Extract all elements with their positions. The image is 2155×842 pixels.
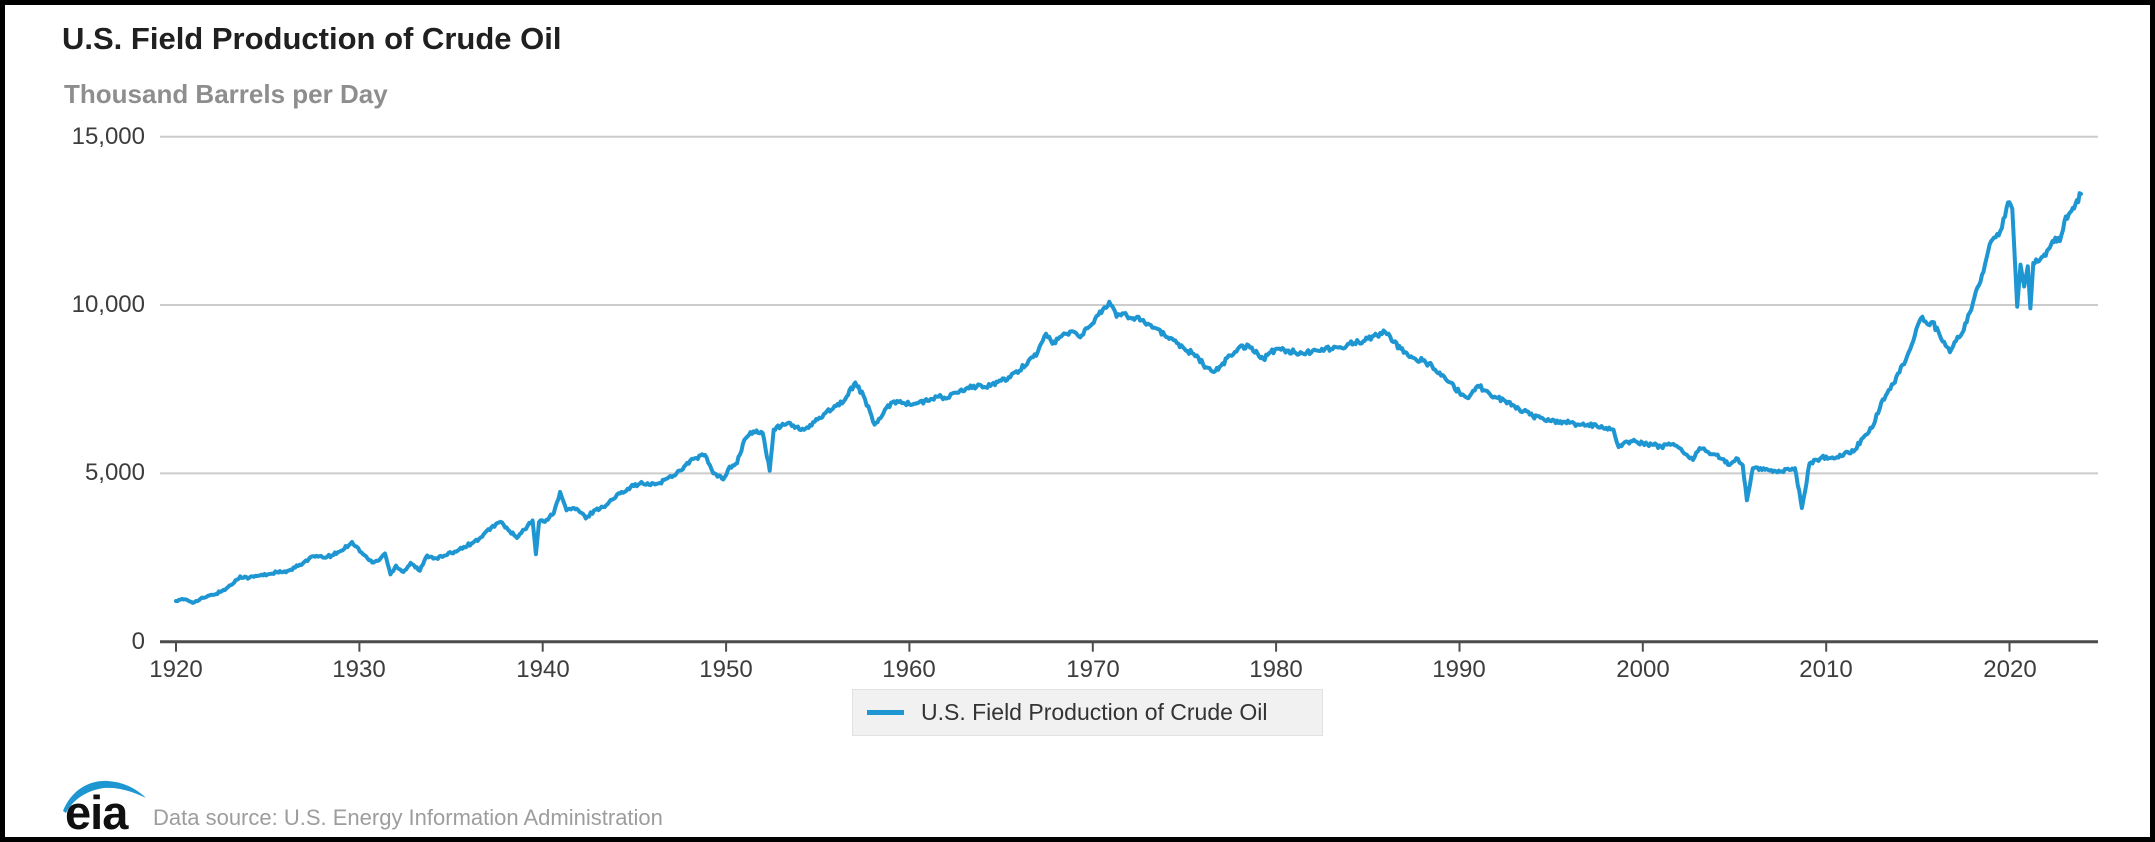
x-tick-label: 1960 xyxy=(882,656,936,683)
chart-title: U.S. Field Production of Crude Oil xyxy=(62,21,562,56)
series-line-crude-oil[interactable] xyxy=(174,191,2083,605)
chart-units-subtitle: Thousand Barrels per Day xyxy=(64,79,388,109)
x-tick-label: 1950 xyxy=(699,656,753,683)
x-tick-label: 1990 xyxy=(1432,656,1486,683)
x-tick-label: 2000 xyxy=(1616,656,1670,683)
x-tick-label: 2010 xyxy=(1799,656,1853,683)
legend-series-label: U.S. Field Production of Crude Oil xyxy=(921,699,1268,725)
y-tick-label: 15,000 xyxy=(71,123,145,150)
chart-content: U.S. Field Production of Crude Oil Thous… xyxy=(5,5,2150,837)
x-tick-label: 1930 xyxy=(332,656,386,683)
eia-logo-text: eia xyxy=(65,786,128,839)
y-tick-label: 0 xyxy=(131,628,145,655)
x-tick-label: 1970 xyxy=(1066,656,1120,683)
x-axis xyxy=(160,640,2098,652)
legend[interactable]: U.S. Field Production of Crude Oil xyxy=(852,689,1323,736)
data-source-note: Data source: U.S. Energy Information Adm… xyxy=(153,805,663,830)
y-tick-label: 10,000 xyxy=(71,291,145,318)
x-tick-label: 2020 xyxy=(1983,656,2037,683)
gridlines xyxy=(160,135,2098,475)
y-tick-label: 5,000 xyxy=(84,459,145,486)
eia-logo: eia xyxy=(60,777,155,836)
x-tick-label: 1980 xyxy=(1249,656,1303,683)
plot-area[interactable] xyxy=(5,5,2150,837)
eia-logo-swoosh-icon xyxy=(63,780,146,813)
legend-line-swatch xyxy=(867,710,904,715)
x-tick-label: 1920 xyxy=(149,656,203,683)
x-tick-label: 1940 xyxy=(516,656,570,683)
